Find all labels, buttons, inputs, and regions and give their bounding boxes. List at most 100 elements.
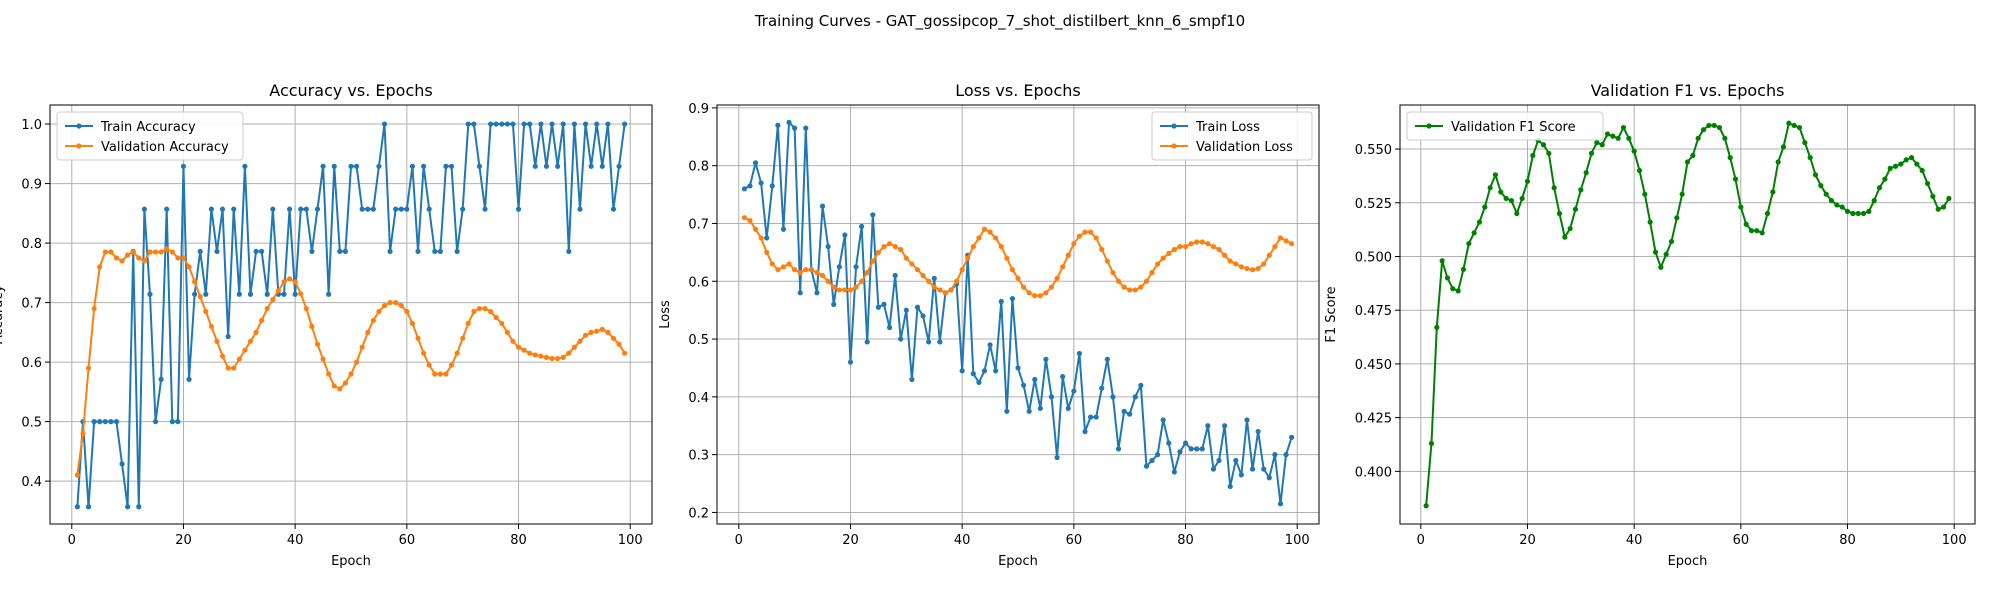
data-point xyxy=(437,248,443,255)
data-point xyxy=(1004,255,1010,261)
data-point xyxy=(769,183,775,189)
data-point xyxy=(426,362,432,368)
data-point xyxy=(1188,241,1194,247)
data-point xyxy=(1940,204,1947,210)
data-point xyxy=(1177,243,1183,250)
data-point xyxy=(1930,193,1936,199)
data-point xyxy=(147,249,153,255)
data-point xyxy=(1887,165,1893,171)
axes-frame xyxy=(49,104,653,525)
data-point xyxy=(1048,394,1055,400)
data-point xyxy=(1882,176,1888,182)
data-point xyxy=(1249,267,1256,273)
data-point xyxy=(588,329,594,335)
data-point xyxy=(769,261,775,267)
data-point xyxy=(331,163,337,169)
data-point xyxy=(309,323,315,330)
data-point xyxy=(1233,261,1239,267)
data-point xyxy=(1283,238,1289,244)
data-point xyxy=(370,206,376,212)
data-point xyxy=(141,206,147,212)
series-validation-accuracy xyxy=(74,246,628,478)
data-point xyxy=(348,371,354,377)
data-point xyxy=(192,279,198,285)
data-point xyxy=(914,267,921,273)
data-point xyxy=(259,248,265,255)
data-point xyxy=(577,338,583,344)
data-point xyxy=(488,121,494,127)
data-point xyxy=(1138,284,1144,290)
data-point xyxy=(538,121,544,127)
data-point xyxy=(920,272,926,279)
data-point xyxy=(259,317,265,324)
data-point xyxy=(158,376,164,382)
data-point xyxy=(599,163,605,169)
data-point xyxy=(976,379,982,386)
data-point xyxy=(764,249,770,255)
data-point xyxy=(108,249,114,255)
data-point xyxy=(1227,483,1233,490)
data-point xyxy=(605,121,611,127)
data-point xyxy=(825,243,831,250)
data-point xyxy=(1850,210,1856,217)
data-point xyxy=(909,261,915,267)
data-point xyxy=(752,160,759,166)
data-point xyxy=(1261,261,1267,267)
data-point xyxy=(1716,124,1723,131)
data-point xyxy=(571,344,577,350)
data-point xyxy=(1812,172,1819,178)
x-tick-label: 20 xyxy=(175,533,192,548)
data-point xyxy=(247,338,254,344)
data-point xyxy=(1054,454,1060,461)
data-point xyxy=(780,226,787,232)
data-point xyxy=(102,419,108,425)
data-point xyxy=(903,307,909,313)
data-point xyxy=(208,206,214,212)
x-tick-label: 40 xyxy=(287,533,304,548)
x-tick-label: 100 xyxy=(618,533,643,548)
data-point xyxy=(1487,185,1493,191)
data-point xyxy=(616,341,622,347)
data-point xyxy=(577,206,583,212)
data-point xyxy=(1818,182,1824,189)
data-point xyxy=(97,419,103,425)
chart-title: Loss vs. Epochs xyxy=(955,81,1080,100)
data-point xyxy=(454,350,460,356)
data-point xyxy=(1071,388,1077,394)
data-point xyxy=(527,121,533,127)
y-tick-label: 0.8 xyxy=(688,160,709,175)
data-point xyxy=(1026,408,1032,414)
data-point xyxy=(270,297,276,303)
data-point xyxy=(775,122,781,128)
x-axis-label: Epoch xyxy=(1668,554,1708,569)
data-point xyxy=(981,368,988,374)
data-point xyxy=(1132,287,1138,293)
data-point xyxy=(214,248,220,255)
data-point xyxy=(1155,261,1161,267)
y-tick-label: 0.550 xyxy=(1355,143,1392,158)
data-point xyxy=(393,299,399,306)
data-point xyxy=(1054,275,1060,281)
x-tick-label: 0 xyxy=(735,533,743,548)
legend-label: Validation Accuracy xyxy=(101,140,229,155)
data-point xyxy=(499,320,505,327)
data-point xyxy=(1155,452,1161,458)
data-point xyxy=(758,180,764,186)
data-point xyxy=(1839,204,1845,210)
x-tick-label: 80 xyxy=(510,533,527,548)
data-point xyxy=(1871,198,1877,204)
data-point xyxy=(864,270,870,276)
data-point xyxy=(1099,246,1105,253)
data-point xyxy=(1015,365,1021,371)
chart-title: Accuracy vs. Epochs xyxy=(269,81,432,100)
data-point xyxy=(113,255,120,261)
data-point xyxy=(515,206,522,212)
data-point xyxy=(443,163,449,169)
data-point xyxy=(370,317,376,324)
data-point xyxy=(1244,417,1250,423)
data-point xyxy=(1828,198,1835,204)
data-point xyxy=(1599,142,1605,148)
data-point xyxy=(1695,135,1701,141)
data-point xyxy=(987,229,993,235)
data-point xyxy=(342,248,349,255)
